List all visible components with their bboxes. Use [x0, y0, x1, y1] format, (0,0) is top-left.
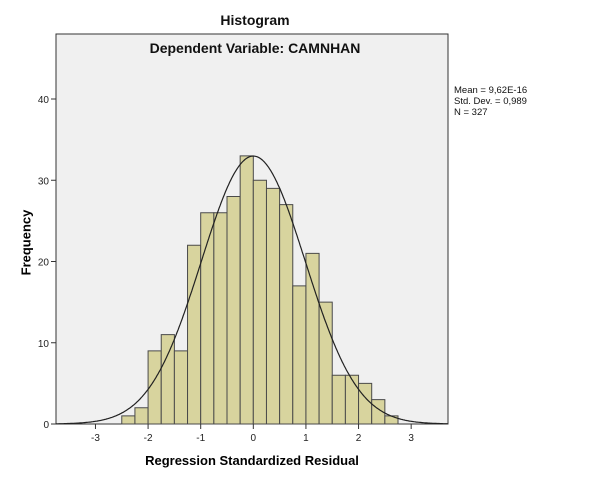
histogram-bar [187, 244, 202, 425]
x-tick-label: 2 [356, 433, 362, 444]
x-tick-label: 3 [408, 433, 414, 444]
histogram-bar [121, 415, 136, 425]
histogram-bar [344, 374, 360, 425]
histogram-bar [213, 212, 228, 425]
histogram-bar [292, 285, 307, 425]
x-axis-label: Regression Standardized Residual [145, 453, 359, 468]
histogram-bar [265, 187, 281, 425]
histogram-bar [252, 179, 267, 425]
stats-legend: Mean = 9,62E-16 Std. Dev. = 0,989 N = 32… [454, 85, 527, 118]
histogram-bar [358, 382, 373, 425]
y-tick-label: 40 [38, 95, 50, 106]
x-tick-label: -2 [144, 433, 153, 444]
chart-title: Histogram [220, 12, 290, 28]
x-tick-label: -1 [196, 433, 205, 444]
y-tick-label: 20 [38, 258, 50, 269]
stat-sd: Std. Dev. = 0,989 [454, 96, 527, 107]
y-tick-label: 30 [38, 176, 50, 187]
histogram-bar [371, 399, 386, 425]
histogram-bar [160, 334, 175, 425]
x-tick-label: -3 [91, 433, 100, 444]
y-axis-label: Frequency [18, 209, 34, 276]
histogram-bar [226, 196, 241, 425]
histogram-bar [173, 350, 189, 425]
normal-curve [56, 155, 448, 425]
histogram-bar [318, 301, 333, 425]
y-tick-label: 0 [43, 420, 49, 431]
x-tick-label: 0 [251, 433, 257, 444]
histogram-bar [134, 407, 149, 425]
histogram-bar [331, 374, 346, 425]
histogram-bar [239, 155, 254, 425]
chart-subtitle: Dependent Variable: CAMNHAN [149, 40, 361, 56]
stat-mean: Mean = 9,62E-16 [454, 85, 528, 96]
histogram-bar [279, 204, 294, 425]
x-tick-label: 1 [303, 433, 309, 444]
stat-n: N = 327 [454, 107, 488, 118]
y-tick-label: 10 [38, 339, 50, 350]
histogram-bar [384, 415, 399, 425]
histogram-bar [305, 252, 320, 425]
